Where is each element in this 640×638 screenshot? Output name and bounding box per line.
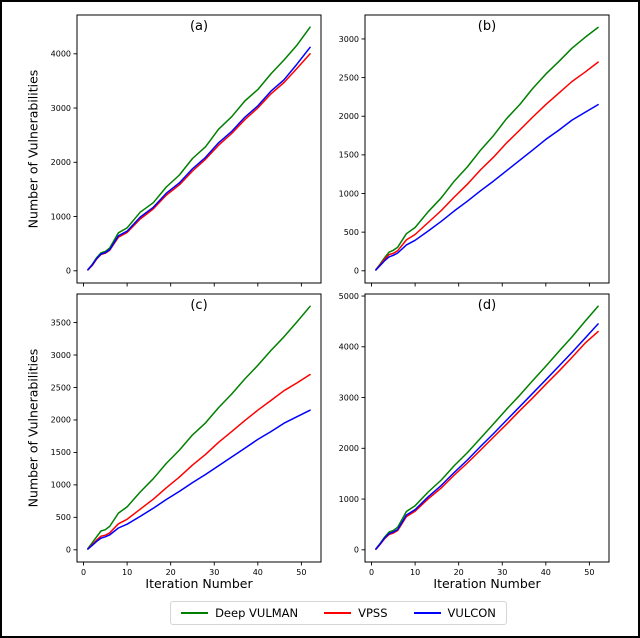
y-tick-label: 500 xyxy=(56,513,71,522)
y-tick-label: 5000 xyxy=(339,292,359,301)
legend-item-vulcon: VULCON xyxy=(413,606,496,620)
series-line-vulcon xyxy=(87,409,311,550)
x-tick-label: 20 xyxy=(454,568,464,577)
x-tick-label: 30 xyxy=(497,568,507,577)
y-tick-label: 0 xyxy=(66,267,71,276)
series-line-vpss xyxy=(87,373,311,550)
series-line-deep-vulman xyxy=(87,305,311,550)
axes-frame xyxy=(76,293,322,563)
legend-label-deep-vulman: Deep VULMAN xyxy=(215,606,299,620)
legend-label-vulcon: VULCON xyxy=(447,606,496,620)
x-tick-label: 10 xyxy=(410,568,420,577)
subplot-c-plot: 0 500 1000 1500 2000 2500 3000 3500 0 10 20 30 40 50 xyxy=(51,293,322,577)
series-line-deep-vulman xyxy=(375,305,599,550)
series-line-vulcon xyxy=(375,323,599,550)
series-line-vulcon xyxy=(87,46,311,271)
y-tick-label: 500 xyxy=(344,228,359,237)
y-tick-label: 3000 xyxy=(339,35,359,44)
x-tick-label: 20 xyxy=(166,568,176,577)
y-tick-label: 2000 xyxy=(51,416,71,425)
series-line-vpss xyxy=(375,330,599,551)
subplot-d-plot: 0 1000 2000 3000 4000 5000 0 10 20 30 40 50 xyxy=(339,292,610,577)
y-tick-label: 3000 xyxy=(339,393,359,402)
y-tick-label: 3000 xyxy=(51,351,71,360)
legend-item-deep-vulman: Deep VULMAN xyxy=(181,606,298,620)
legend-label-vpss: VPSS xyxy=(358,606,388,620)
y-tick-label: 0 xyxy=(66,546,71,555)
y-tick-label: 2000 xyxy=(51,158,71,167)
y-tick-label: 2000 xyxy=(339,112,359,121)
y-tick-label: 1000 xyxy=(51,481,71,490)
y-tick-label: 0 xyxy=(354,546,359,555)
x-tick-label: 40 xyxy=(253,568,263,577)
series-line-vulcon xyxy=(375,103,599,271)
series-line-deep-vulman xyxy=(87,26,311,271)
x-tick-label: 30 xyxy=(209,568,219,577)
x-tick-label: 10 xyxy=(122,568,132,577)
legend-line-sample-red xyxy=(324,612,352,614)
y-axis-label-top: Number of Vulnerabilities xyxy=(25,69,41,229)
y-tick-label: 4000 xyxy=(339,343,359,352)
y-tick-label: 3500 xyxy=(51,318,71,327)
legend: Deep VULMAN VPSS VULCON xyxy=(170,601,507,625)
x-tick-label: 50 xyxy=(584,568,594,577)
axes-frame xyxy=(364,14,610,284)
y-tick-label: 2000 xyxy=(339,444,359,453)
y-tick-label: 4000 xyxy=(51,50,71,59)
series-line-vpss xyxy=(375,61,599,271)
y-tick-label: 3000 xyxy=(51,104,71,113)
x-axis-label-right: Iteration Number xyxy=(433,576,541,591)
legend-line-sample-green xyxy=(181,612,209,614)
y-tick-label: 2500 xyxy=(339,73,359,82)
x-tick-label: 50 xyxy=(296,568,306,577)
axes-frame xyxy=(76,14,322,284)
x-axis-label-left: Iteration Number xyxy=(145,576,253,591)
y-tick-label: 1000 xyxy=(51,212,71,221)
y-tick-label: 1000 xyxy=(339,495,359,504)
y-tick-label: 1000 xyxy=(339,189,359,198)
x-tick-label: 0 xyxy=(81,568,86,577)
y-tick-label: 2500 xyxy=(51,383,71,392)
x-tick-label: 40 xyxy=(541,568,551,577)
legend-item-vpss: VPSS xyxy=(324,606,388,620)
subplot-b-plot: 0 500 1000 1500 2000 2500 3000 xyxy=(339,14,610,287)
subplot-a-plot: 0 1000 2000 3000 4000 xyxy=(51,14,322,287)
y-tick-label: 1500 xyxy=(339,151,359,160)
y-tick-label: 1500 xyxy=(51,448,71,457)
y-tick-label: 0 xyxy=(354,267,359,276)
legend-line-sample-blue xyxy=(413,612,441,614)
y-axis-label-bottom: Number of Vulnerabilities xyxy=(25,348,41,508)
series-line-deep-vulman xyxy=(375,26,599,271)
x-tick-label: 0 xyxy=(369,568,374,577)
axes-frame xyxy=(364,293,610,563)
